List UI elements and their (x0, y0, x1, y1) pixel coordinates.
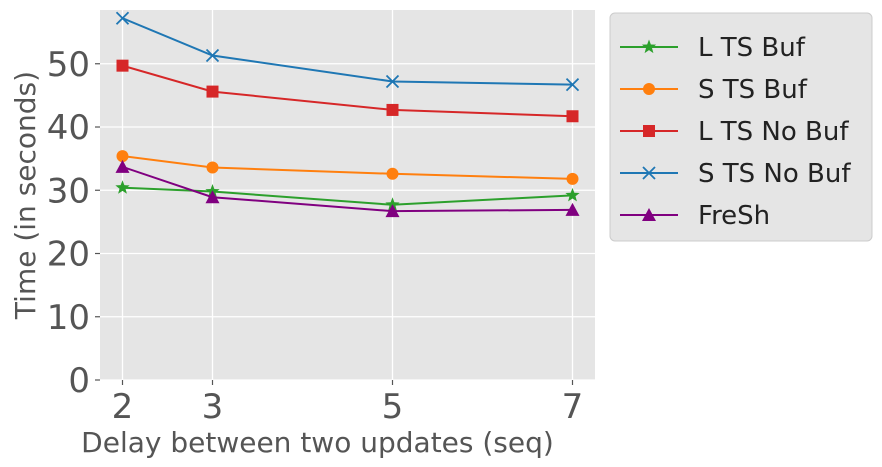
y-tick-label: 40 (47, 108, 90, 148)
series-line (122, 64, 573, 118)
x-tick-label: 7 (562, 387, 584, 427)
data-point (566, 110, 579, 123)
data-point (386, 103, 399, 116)
data-point (116, 59, 129, 72)
legend-entry: S TS No Buf (620, 159, 851, 189)
legend-label: S TS No Buf (698, 159, 851, 189)
data-point (386, 167, 399, 180)
data-point (206, 85, 219, 98)
data-point (566, 172, 579, 185)
data-point (385, 197, 400, 211)
series-2 (116, 59, 579, 123)
data-point (205, 190, 220, 204)
y-tick-label: 10 (47, 298, 90, 338)
series-line (122, 17, 573, 86)
legend-entry: FreSh (620, 201, 770, 231)
data-point (565, 77, 580, 92)
data-point (115, 159, 130, 173)
series-1 (116, 150, 579, 185)
data-point (205, 48, 220, 63)
legend-label: L TS No Buf (698, 117, 849, 147)
data-point (385, 74, 400, 89)
legend-marker (643, 83, 655, 95)
legend: L TS Buf S TS Buf L TS No Buf S TS No Buf Fr… (609, 12, 873, 242)
legend-entry: L TS No Buf (620, 117, 849, 147)
data-point (565, 202, 580, 216)
legend-marker (643, 125, 655, 137)
series-line (122, 155, 573, 180)
x-axis-label: Delay between two updates (seq) (81, 426, 554, 459)
x-tick-label: 3 (202, 387, 224, 427)
data-point (565, 187, 580, 202)
grid-lines (100, 10, 595, 381)
y-axis-ticks: 0 10 20 30 40 50 (47, 45, 100, 401)
legend-marker (642, 166, 656, 180)
data-point (116, 150, 129, 163)
y-tick-label: 20 (47, 235, 90, 275)
legend-box (609, 12, 873, 242)
series-group (115, 11, 580, 218)
data-point (206, 161, 219, 174)
series-4 (115, 159, 580, 218)
plot-background (100, 10, 595, 380)
legend-marker (641, 39, 657, 54)
y-tick-label: 0 (68, 361, 90, 401)
legend-entry: S TS Buf (620, 75, 808, 105)
legend-label: S TS Buf (698, 75, 808, 105)
series-line (122, 165, 573, 213)
x-tick-label: 5 (382, 387, 404, 427)
x-tick-label: 2 (112, 387, 134, 427)
data-point (115, 11, 130, 25)
y-tick-label: 30 (47, 171, 90, 211)
y-axis-label: Time (in seconds) (9, 71, 42, 320)
y-tick-label: 50 (47, 45, 90, 85)
data-point (385, 204, 400, 218)
series-3 (115, 11, 580, 92)
legend-entry: L TS Buf (620, 33, 806, 63)
data-point (115, 180, 130, 194)
legend-label: FreSh (698, 201, 770, 231)
x-axis-ticks: 2 3 5 7 (112, 380, 584, 427)
legend-marker (642, 208, 656, 221)
legend-label: L TS Buf (698, 33, 806, 63)
series-line (122, 186, 573, 206)
